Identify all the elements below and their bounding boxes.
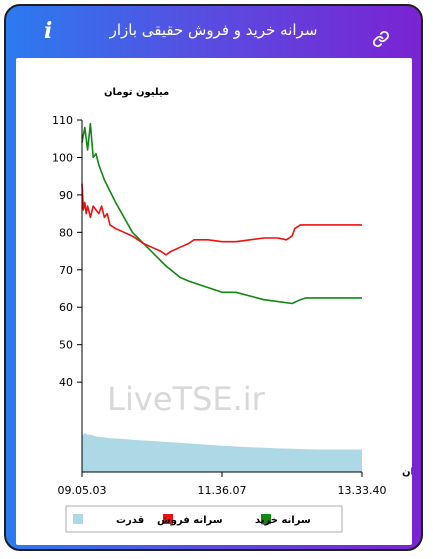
y-tick-label: 60 [59,301,73,314]
legend-swatch [163,514,173,524]
legend: سرانه خرید سرانه فروش قدرت [65,505,343,533]
y-tick-label: 50 [59,339,73,352]
series-power-area [82,432,362,472]
y-axis-label: میلیون تومان [104,87,169,98]
x-axis-label: زمان [402,467,412,478]
chart: میلیون تومان زمان LiveTSE.ir 40 50 60 70 80 9… [52,87,421,533]
y-tick-label: 40 [59,376,73,389]
legend-swatch [261,514,271,524]
y-tick-label: 110 [52,114,73,127]
app-frame: i سرانه خرید و فروش حقیقی بازار میلیون ت… [4,4,423,551]
legend-swatch [73,514,83,524]
y-tick-label: 90 [59,189,73,202]
x-tick-label: 09.05.03 [58,484,107,497]
legend-label: سرانه فروش [157,515,223,526]
y-tick-label: 100 [52,151,73,164]
chart-panel: میلیون تومان زمان LiveTSE.ir 40 50 60 70 80 9… [16,58,421,545]
legend-box [65,505,343,533]
x-tick-label: 11.36.07 [198,484,247,497]
link-icon[interactable] [372,30,390,48]
series-buy-line [81,122,362,305]
legend-label: سرانه خرید [255,515,311,526]
y-tick-label: 70 [59,264,73,277]
info-icon[interactable]: i [44,18,53,44]
page-title: سرانه خرید و فروش حقیقی بازار [109,21,318,39]
watermark: LiveTSE.ir [107,380,265,418]
title-bar: i سرانه خرید و فروش حقیقی بازار [6,6,421,58]
series-sell-line [81,183,362,256]
y-tick-label: 80 [59,226,73,239]
legend-label: قدرت [116,515,144,526]
x-tick-label: 13.33.40 [338,484,387,497]
